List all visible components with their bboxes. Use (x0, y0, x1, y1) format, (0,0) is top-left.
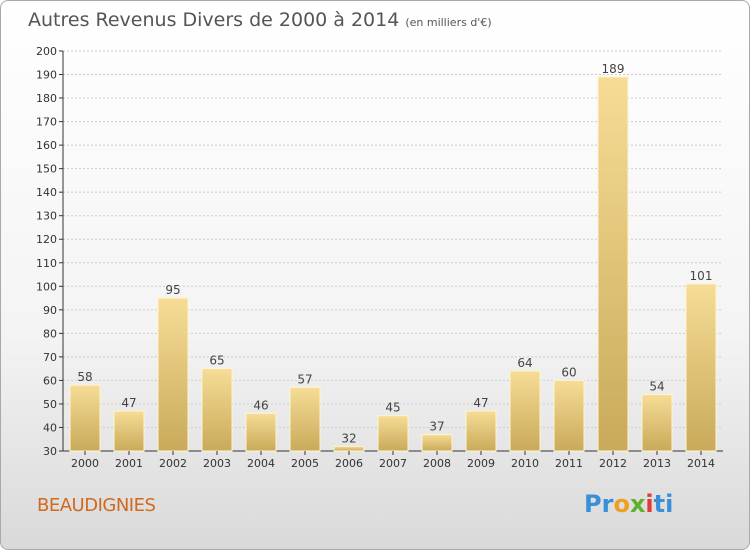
x-tick-label-2000: 2000 (71, 457, 99, 470)
value-label-2003: 65 (209, 354, 224, 368)
bar-2004 (245, 412, 277, 452)
y-tick-label: 100 (36, 280, 57, 293)
value-label-2011: 60 (561, 365, 576, 379)
y-tick-label: 190 (36, 69, 57, 82)
y-tick-label: 80 (43, 327, 57, 340)
x-tick-label-2010: 2010 (511, 457, 539, 470)
value-label-2000: 58 (77, 370, 92, 384)
y-tick-label: 140 (36, 186, 57, 199)
bar-2008 (421, 434, 453, 452)
value-label-2001: 47 (121, 396, 136, 410)
y-tick-label: 70 (43, 351, 57, 364)
y-tick-label: 180 (36, 92, 57, 105)
logo-letter: i (665, 490, 674, 518)
bar-2003 (201, 368, 233, 452)
y-tick-label: 110 (36, 257, 57, 270)
value-label-2004: 46 (253, 398, 268, 412)
bar-2013 (641, 394, 673, 452)
bar-2006 (333, 445, 365, 452)
x-tick-label-2004: 2004 (247, 457, 275, 470)
bar-2007 (377, 415, 409, 452)
y-tick-label: 90 (43, 304, 57, 317)
chart-unit: (en milliers d'€) (405, 16, 492, 29)
bar-2002 (157, 297, 189, 452)
y-tick-label: 50 (43, 398, 57, 411)
chart-title: Autres Revenus Divers de 2000 à 2014 (28, 9, 400, 31)
value-label-2014: 101 (690, 269, 713, 283)
bar-2012 (597, 76, 629, 452)
bar-2009 (465, 410, 497, 452)
value-label-2012: 189 (602, 62, 625, 76)
y-tick-label: 40 (43, 421, 57, 434)
logo-letter: i (645, 490, 654, 518)
bar-2010 (509, 370, 541, 452)
y-tick-label: 120 (36, 233, 57, 246)
x-tick-label-2002: 2002 (159, 457, 187, 470)
value-label-2002: 95 (165, 283, 180, 297)
value-label-2009: 47 (473, 396, 488, 410)
y-tick-label: 130 (36, 210, 57, 223)
y-tick-label: 200 (36, 45, 57, 58)
x-tick-label-2007: 2007 (379, 457, 407, 470)
x-tick-label-2013: 2013 (643, 457, 671, 470)
value-label-2013: 54 (649, 380, 664, 394)
value-label-2010: 64 (517, 356, 532, 370)
x-tick-label-2001: 2001 (115, 457, 143, 470)
y-tick-label: 160 (36, 139, 57, 152)
logo-letter: P (584, 490, 602, 518)
logo-letter: t (653, 490, 666, 518)
x-tick-label-2006: 2006 (335, 457, 363, 470)
bar-2005 (289, 386, 321, 452)
x-tick-label-2003: 2003 (203, 457, 231, 470)
x-tick-label-2014: 2014 (687, 457, 715, 470)
bar-2001 (113, 410, 145, 452)
bar-2011 (553, 379, 585, 452)
commune-name: BEAUDIGNIES (37, 495, 156, 516)
logo-letter: o (613, 490, 630, 518)
value-label-2005: 57 (297, 372, 312, 386)
x-tick-label-2012: 2012 (599, 457, 627, 470)
y-tick-label: 170 (36, 116, 57, 129)
x-tick-label-2005: 2005 (291, 457, 319, 470)
bar-2014 (685, 283, 717, 452)
x-tick-label-2011: 2011 (555, 457, 583, 470)
value-label-2007: 45 (385, 401, 400, 415)
x-tick-label-2009: 2009 (467, 457, 495, 470)
proxiti-logo: Proxiti (584, 490, 673, 518)
y-tick-label: 60 (43, 374, 57, 387)
value-label-2006: 32 (341, 431, 356, 445)
chart-title-block: Autres Revenus Divers de 2000 à 2014 (en … (28, 9, 492, 31)
y-tick-label: 150 (36, 163, 57, 176)
x-tick-label-2008: 2008 (423, 457, 451, 470)
bar-2000 (69, 384, 101, 452)
y-tick-label: 30 (43, 445, 57, 458)
logo-letter: r (601, 490, 614, 518)
value-label-2008: 37 (429, 420, 444, 434)
logo-letter: x (629, 490, 646, 518)
